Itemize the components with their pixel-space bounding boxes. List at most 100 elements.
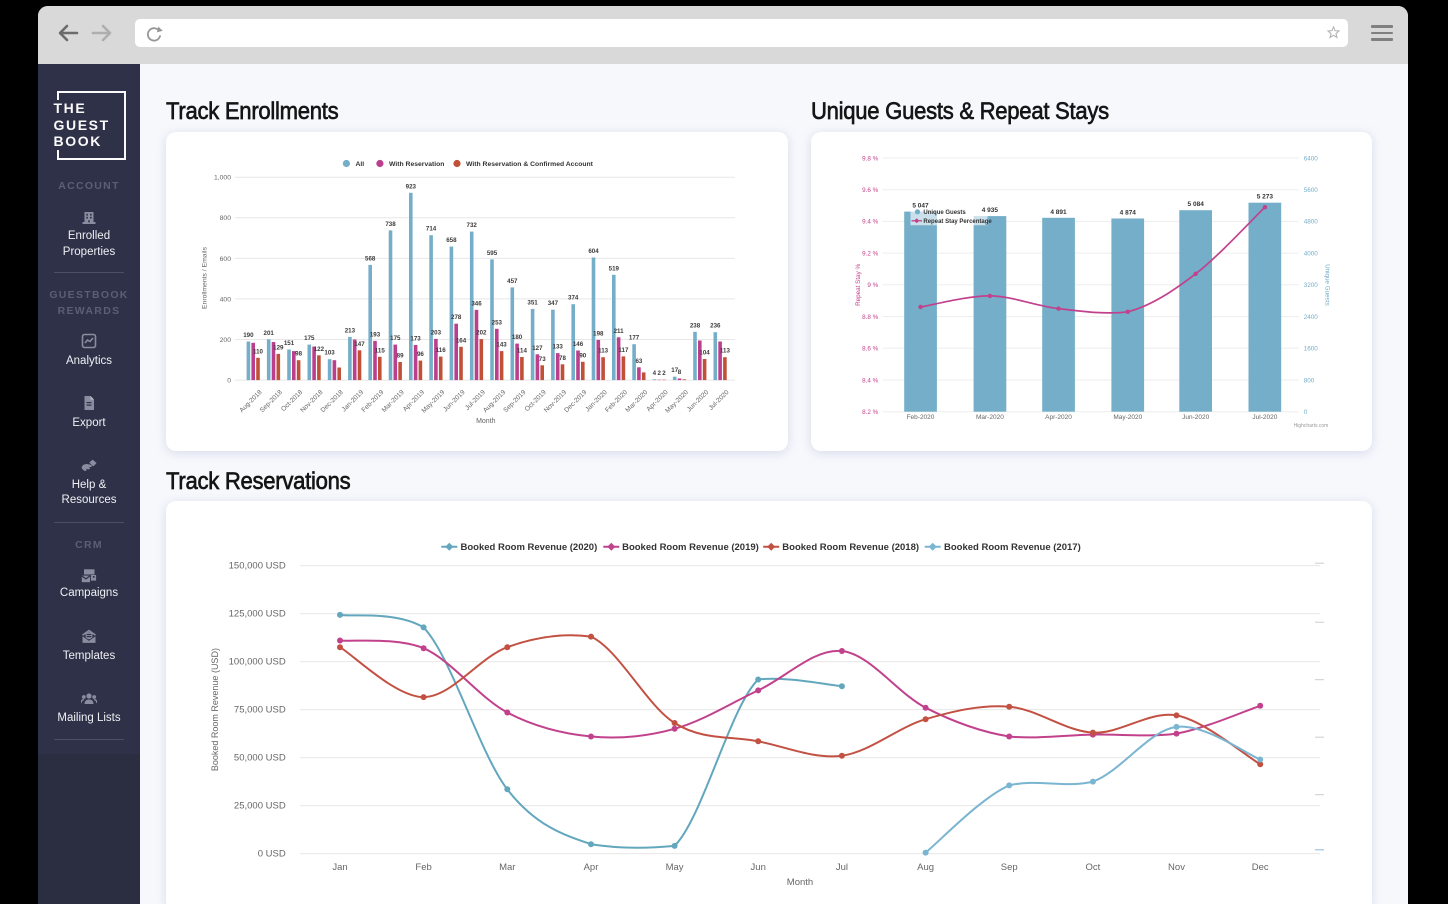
svg-text:Sep-2018: Sep-2018 (259, 388, 284, 413)
svg-text:8.8 %: 8.8 % (862, 313, 879, 320)
svg-text:9 %: 9 % (867, 282, 878, 289)
svg-text:Oct: Oct (1086, 862, 1101, 873)
svg-text:351: 351 (527, 299, 538, 306)
svg-text:May-2020: May-2020 (1113, 414, 1142, 421)
svg-text:2: 2 (662, 370, 666, 377)
svg-text:75,000 USD: 75,000 USD (234, 704, 286, 715)
svg-text:96: 96 (417, 351, 424, 358)
svg-text:346: 346 (471, 300, 482, 307)
svg-text:113: 113 (598, 347, 609, 354)
svg-text:89: 89 (397, 352, 404, 359)
svg-text:25,000 USD: 25,000 USD (234, 800, 286, 811)
svg-text:104: 104 (699, 349, 710, 356)
svg-text:4: 4 (653, 369, 657, 376)
svg-text:Jan: Jan (332, 862, 347, 873)
svg-text:800: 800 (1303, 377, 1314, 384)
svg-text:Unique Guests: Unique Guests (1323, 264, 1330, 306)
svg-text:143: 143 (496, 341, 507, 348)
svg-text:Dec: Dec (1252, 862, 1269, 873)
svg-text:Booked Room Revenue (2018): Booked Room Revenue (2018) (782, 542, 919, 553)
svg-text:732: 732 (467, 222, 478, 229)
svg-text:Booked Room Revenue (2020): Booked Room Revenue (2020) (461, 542, 598, 553)
svg-text:Nov: Nov (1168, 862, 1185, 873)
svg-text:All: All (356, 160, 365, 167)
svg-text:Jun: Jun (751, 862, 766, 873)
svg-text:Mar-2020: Mar-2020 (975, 414, 1003, 421)
svg-text:8.2 %: 8.2 % (862, 409, 879, 416)
svg-text:117: 117 (618, 346, 629, 353)
svg-text:198: 198 (593, 330, 604, 337)
svg-text:Feb-2020: Feb-2020 (906, 414, 934, 421)
svg-text:Mar: Mar (499, 862, 515, 873)
svg-text:Sep-2019: Sep-2019 (502, 388, 527, 413)
svg-text:9.6 %: 9.6 % (862, 187, 879, 194)
svg-text:190: 190 (243, 332, 254, 339)
svg-text:374: 374 (568, 294, 579, 301)
svg-text:110: 110 (253, 348, 264, 355)
svg-text:Sep: Sep (1001, 862, 1018, 873)
svg-text:115: 115 (375, 347, 386, 354)
svg-text:4800: 4800 (1303, 218, 1318, 225)
svg-text:238: 238 (690, 322, 701, 329)
svg-text:Highcharts.com: Highcharts.com (1293, 423, 1328, 429)
svg-text:600: 600 (220, 255, 232, 262)
svg-text:658: 658 (446, 237, 457, 244)
svg-text:90: 90 (579, 352, 586, 359)
svg-text:Jul-2020: Jul-2020 (1252, 414, 1277, 421)
svg-text:604: 604 (588, 248, 599, 255)
svg-text:Unique Guests: Unique Guests (923, 210, 966, 216)
svg-text:201: 201 (264, 329, 275, 336)
svg-text:519: 519 (609, 265, 620, 272)
svg-text:Jul-2020: Jul-2020 (708, 388, 731, 411)
svg-text:1,000: 1,000 (214, 174, 231, 181)
svg-text:Jun-2019: Jun-2019 (442, 388, 467, 413)
svg-text:236: 236 (710, 322, 721, 329)
svg-text:With Reservation & Confirmed A: With Reservation & Confirmed Account (466, 160, 594, 167)
svg-text:147: 147 (354, 340, 365, 347)
svg-text:175: 175 (304, 335, 315, 342)
svg-text:Month: Month (476, 418, 496, 425)
svg-text:98: 98 (295, 350, 302, 357)
svg-text:78: 78 (559, 354, 566, 361)
svg-text:Enrollments / Emails: Enrollments / Emails (201, 246, 208, 309)
svg-text:150,000 USD: 150,000 USD (229, 560, 286, 571)
svg-text:146: 146 (573, 341, 584, 348)
svg-text:Repeat Stay %: Repeat Stay % (854, 263, 861, 305)
svg-text:With Reservation: With Reservation (389, 160, 444, 167)
svg-text:4 935: 4 935 (981, 207, 998, 214)
svg-text:203: 203 (431, 329, 442, 336)
svg-text:4 874: 4 874 (1119, 209, 1136, 216)
svg-text:213: 213 (345, 327, 356, 334)
svg-text:Apr: Apr (584, 862, 599, 873)
svg-text:73: 73 (539, 355, 546, 362)
svg-text:0 USD: 0 USD (258, 848, 286, 859)
svg-text:9.4 %: 9.4 % (862, 218, 879, 225)
svg-text:63: 63 (635, 357, 642, 364)
svg-text:5 273: 5 273 (1256, 193, 1273, 200)
svg-text:Mar-2020: Mar-2020 (624, 388, 649, 413)
svg-text:253: 253 (492, 319, 503, 326)
svg-text:457: 457 (507, 277, 518, 284)
svg-text:103: 103 (324, 349, 335, 356)
svg-text:114: 114 (517, 347, 528, 354)
svg-text:211: 211 (614, 327, 625, 334)
svg-text:278: 278 (451, 314, 462, 321)
svg-text:116: 116 (436, 347, 447, 354)
svg-text:Booked Room Revenue (2019): Booked Room Revenue (2019) (622, 542, 759, 553)
svg-text:100,000 USD: 100,000 USD (229, 656, 286, 667)
svg-text:8.4 %: 8.4 % (862, 377, 879, 384)
svg-text:175: 175 (390, 335, 401, 342)
svg-text:2400: 2400 (1303, 313, 1318, 320)
svg-text:17: 17 (671, 367, 678, 374)
svg-text:3200: 3200 (1303, 282, 1318, 289)
svg-text:5 047: 5 047 (912, 202, 929, 209)
svg-text:Booked Room Revenue (2017): Booked Room Revenue (2017) (944, 542, 1081, 553)
svg-text:May: May (666, 862, 684, 873)
svg-text:164: 164 (456, 337, 467, 344)
svg-text:738: 738 (385, 220, 396, 227)
svg-text:400: 400 (220, 296, 232, 303)
svg-text:Jun-2020: Jun-2020 (686, 388, 711, 413)
svg-text:180: 180 (512, 334, 523, 341)
svg-text:923: 923 (406, 183, 417, 190)
svg-text:347: 347 (548, 300, 559, 307)
